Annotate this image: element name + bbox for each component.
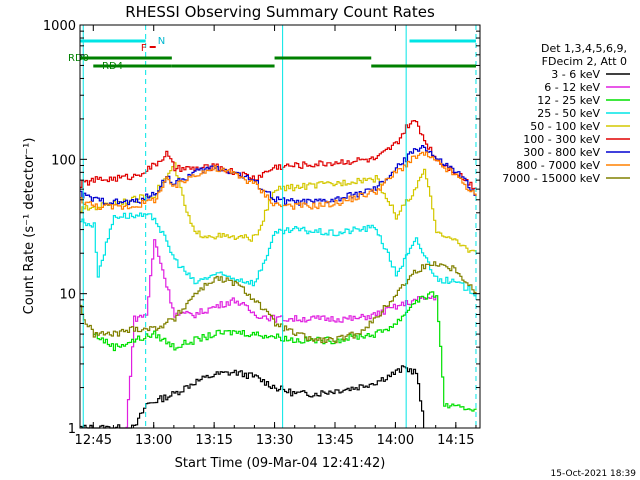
legend-entry-3-label: 25 - 50 keV	[537, 107, 600, 120]
legend-entry-5-label: 100 - 300 keV	[523, 133, 600, 146]
y-axis-label: Count Rate (s⁻¹ detector⁻¹)	[22, 138, 37, 315]
x-tick-label-4: 13:45	[316, 433, 353, 448]
series-8-line	[80, 261, 477, 344]
x-tick-label-2: 13:15	[195, 433, 232, 448]
legend-entry-0-label: 3 - 6 keV	[551, 68, 600, 81]
rd4-label: RD4	[102, 61, 123, 72]
series-3-line	[80, 212, 477, 297]
y-tick-label-3: 1000	[43, 19, 76, 34]
legend-entry-4-label: 50 - 100 keV	[530, 120, 600, 133]
series-2-line	[93, 291, 477, 412]
series-0-line	[80, 365, 425, 429]
axis-layer: 12:45 13:00 13:15 13:30 13:45 14:00 14:15 1 10 10…	[43, 19, 480, 448]
segment-layer: FN RD0 RD4	[68, 25, 477, 428]
legend-header-1: FDecim 2, Att 0	[542, 55, 627, 68]
n-label: N	[158, 36, 165, 47]
x-tick-label-5: 14:00	[377, 433, 414, 448]
legend-header-0: Det 1,3,4,5,6,9,	[541, 42, 627, 55]
legend-entry-8-label: 7000 - 15000 keV	[502, 172, 600, 185]
chart-title: RHESSI Observing Summary Count Rates	[125, 3, 435, 21]
generation-timestamp: 15-Oct-2021 18:39	[551, 469, 637, 479]
flare-marker-label: F	[141, 43, 147, 54]
legend-entry-7-label: 800 - 7000 keV	[516, 159, 600, 172]
y-tick-label-2: 100	[51, 153, 76, 168]
x-tick-label-6: 14:15	[437, 433, 474, 448]
legend-entry-2-label: 12 - 25 keV	[537, 94, 600, 107]
legend-entry-6-label: 300 - 800 keV	[523, 146, 600, 159]
x-tick-label-1: 13:00	[135, 433, 172, 448]
y-tick-label-1: 10	[59, 288, 76, 303]
x-axis-label: Start Time (09-Mar-04 12:41:42)	[175, 456, 386, 471]
series-layer	[80, 120, 477, 429]
legend: Det 1,3,4,5,6,9,FDecim 2, Att 03 - 6 keV…	[502, 42, 630, 185]
y-tick-label-0: 1	[68, 422, 76, 437]
x-tick-label-0: 12:45	[75, 433, 112, 448]
x-tick-label-3: 13:30	[256, 433, 293, 448]
legend-entry-1-label: 6 - 12 keV	[544, 81, 600, 94]
rd0-label: RD0	[68, 53, 89, 64]
series-1-line	[125, 239, 437, 428]
plot-frame	[79, 24, 481, 429]
series-5-line	[80, 120, 477, 190]
series-7-line	[80, 151, 477, 210]
